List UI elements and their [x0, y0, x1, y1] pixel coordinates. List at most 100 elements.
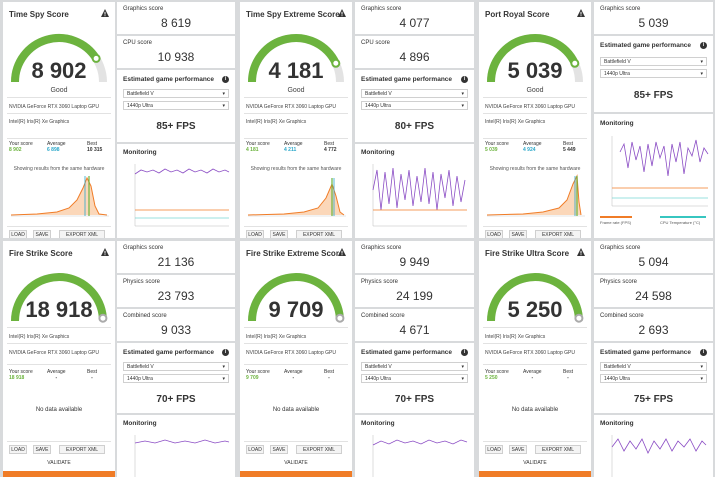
- game-select[interactable]: Battlefield V ▾: [361, 89, 468, 98]
- divider: [244, 97, 348, 98]
- sub-score-value: 9 033: [160, 323, 192, 337]
- export-xml-button[interactable]: EXPORT XML: [535, 445, 581, 454]
- warning-icon: [338, 9, 346, 17]
- score-gauge: [11, 34, 107, 83]
- export-xml-button[interactable]: EXPORT XML: [535, 230, 581, 238]
- export-xml-button[interactable]: EXPORT XML: [296, 445, 342, 454]
- monitoring-panel: Monitoring: [355, 415, 474, 477]
- score-gauge: [248, 34, 344, 83]
- validate-button[interactable]: VALIDATE: [284, 460, 308, 466]
- chevron-down-icon: ▾: [461, 364, 464, 370]
- game-select[interactable]: Battlefield V ▾: [123, 362, 229, 371]
- save-button[interactable]: SAVE: [509, 230, 527, 238]
- sub-score-label: Graphics score: [361, 6, 402, 12]
- chevron-down-icon: ▾: [700, 71, 703, 77]
- divider: [483, 327, 587, 328]
- load-button[interactable]: LOAD: [485, 230, 503, 238]
- game-performance-panel: Estimated game performance i Battlefield…: [594, 343, 713, 413]
- chevron-down-icon: ▾: [461, 91, 464, 97]
- chevron-down-icon: ▾: [222, 103, 225, 109]
- best-label: Best: [87, 141, 98, 147]
- sub-score-value: 10 938: [157, 50, 195, 64]
- save-button[interactable]: SAVE: [509, 445, 527, 454]
- resolution-select[interactable]: 1440p Ultra ▾: [123, 101, 229, 110]
- chevron-down-icon: ▾: [700, 364, 703, 370]
- sub-score-value: 21 136: [157, 255, 195, 269]
- resolution-select[interactable]: 1440p Ultra ▾: [361, 374, 468, 383]
- info-icon[interactable]: i: [700, 349, 707, 356]
- save-button[interactable]: SAVE: [33, 230, 51, 238]
- load-button[interactable]: LOAD: [485, 445, 503, 454]
- info-icon[interactable]: i: [222, 76, 229, 83]
- load-button[interactable]: LOAD: [9, 230, 27, 238]
- your-score-value: 9 709: [246, 375, 259, 381]
- game-select[interactable]: Battlefield V ▾: [123, 89, 229, 98]
- chevron-down-icon: ▾: [700, 59, 703, 65]
- accent-bar: [3, 471, 115, 477]
- distribution-chart: [247, 178, 346, 217]
- average-value: 6 898: [47, 147, 60, 153]
- divider: [7, 343, 111, 344]
- score-panel-time-spy: Time Spy Score 8 902 Good NVIDIA GeForce…: [3, 2, 115, 238]
- export-xml-button[interactable]: EXPORT XML: [296, 230, 342, 238]
- your-score-label: Your score: [485, 141, 509, 147]
- action-buttons: LOAD SAVE EXPORT XML: [240, 230, 352, 238]
- sub-score-combined: Combined score 9 033: [117, 309, 235, 341]
- no-data-message: No data available: [272, 407, 320, 413]
- hardware-igpu: Intel(R) Iris(R) Xe Graphics: [246, 334, 307, 340]
- action-buttons: LOAD SAVE EXPORT XML: [479, 230, 591, 238]
- sub-score-value: 24 199: [396, 289, 433, 303]
- game-select[interactable]: Battlefield V ▾: [600, 362, 707, 371]
- score-rating: Good: [526, 87, 544, 94]
- resolution-select[interactable]: 1440p Ultra ▾: [361, 101, 468, 110]
- game-performance-panel: Estimated game performance i Battlefield…: [594, 36, 713, 112]
- monitoring-chart: [372, 435, 468, 477]
- chevron-down-icon: ▾: [222, 364, 225, 370]
- save-button[interactable]: SAVE: [270, 230, 288, 238]
- resolution-select[interactable]: 1440p Ultra ▾: [600, 374, 707, 383]
- export-xml-button[interactable]: EXPORT XML: [59, 230, 105, 238]
- score-stats: Your score 9 709 Average - Best -: [240, 369, 352, 385]
- sub-score-physics: Physics score 24 598: [594, 275, 713, 307]
- resolution-select[interactable]: 1440p Ultra ▾: [123, 374, 229, 383]
- monitoring-title: Monitoring: [361, 420, 395, 427]
- validate-button[interactable]: VALIDATE: [523, 460, 547, 466]
- load-button[interactable]: LOAD: [246, 445, 264, 454]
- score-stats: Your score 4 181 Average 4 211 Best 4 772: [240, 141, 352, 157]
- game-performance-panel: Estimated game performance i Battlefield…: [355, 343, 474, 413]
- load-button[interactable]: LOAD: [9, 445, 27, 454]
- monitoring-chart: [372, 164, 467, 227]
- action-buttons: LOAD SAVE EXPORT XML: [240, 445, 352, 455]
- info-icon[interactable]: i: [222, 349, 229, 356]
- sub-score-value: 4 896: [399, 50, 430, 64]
- best-value: -: [91, 375, 93, 381]
- sub-score-label: Graphics score: [123, 245, 164, 251]
- accent-bar: [479, 471, 591, 477]
- monitoring-title: Monitoring: [123, 149, 157, 156]
- score-stats: Your score 18 918 Average - Best -: [3, 369, 115, 385]
- score-panel-fire-strike-extreme: Fire Strike Extreme Score 9 709 Intel(R)…: [240, 241, 352, 477]
- info-icon[interactable]: i: [461, 349, 468, 356]
- best-value: -: [567, 375, 569, 381]
- export-xml-button[interactable]: EXPORT XML: [59, 445, 105, 454]
- score-stats: Your score 5 250 Average - Best -: [479, 369, 591, 385]
- score-stats: Your score 5 039 Average 4 924 Best 5 449: [479, 141, 591, 157]
- save-button[interactable]: SAVE: [270, 445, 288, 454]
- score-panel-fire-strike: Fire Strike Score 18 918 Intel(R) Iris(R…: [3, 241, 115, 477]
- monitoring-chart: [134, 435, 230, 477]
- legend-label-temp: CPU Temperature (°C): [660, 220, 701, 225]
- game-select[interactable]: Battlefield V ▾: [600, 57, 707, 66]
- fps-estimate: 85+ FPS: [156, 121, 196, 132]
- game-select[interactable]: Battlefield V ▾: [361, 362, 468, 371]
- resolution-select[interactable]: 1440p Ultra ▾: [600, 69, 707, 78]
- fps-estimate: 75+ FPS: [633, 394, 674, 405]
- average-value: -: [531, 375, 534, 381]
- info-icon[interactable]: i: [700, 42, 707, 49]
- sub-score-combined: Combined score 4 671: [355, 309, 474, 341]
- sub-score-label: Physics score: [600, 279, 638, 285]
- save-button[interactable]: SAVE: [33, 445, 51, 454]
- validate-button[interactable]: VALIDATE: [47, 460, 71, 466]
- info-icon[interactable]: i: [461, 76, 468, 83]
- load-button[interactable]: LOAD: [246, 230, 264, 238]
- average-value: -: [292, 375, 295, 381]
